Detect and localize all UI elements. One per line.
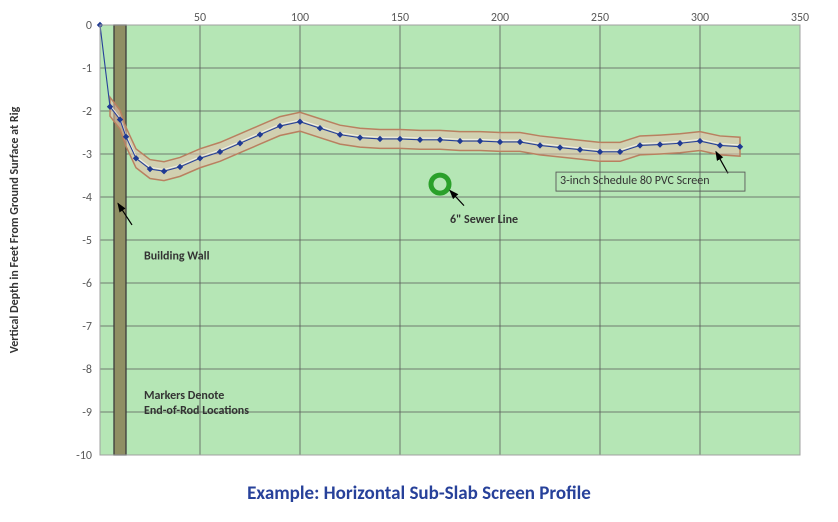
- x-tick-label: 350: [791, 11, 809, 25]
- chart-svg: 50 100 150 200 250 300 350 0 -1 -2 -3 -4 -5 -6 -7 -8 -9 -…: [30, 10, 810, 470]
- chart-caption: Example: Horizontal Sub-Slab Screen Prof…: [0, 482, 838, 505]
- y-tick-label: -5: [82, 234, 92, 248]
- building-wall-rect: [114, 25, 126, 455]
- y-tick-label: -8: [82, 363, 92, 377]
- y-tick-label: -10: [76, 449, 92, 463]
- annotation-building-wall: Building Wall: [144, 249, 210, 263]
- y-tick-label: -1: [82, 62, 92, 76]
- chart-caption-text: Example: Horizontal Sub-Slab Screen Prof…: [247, 482, 591, 505]
- y-axis-title-text: Vertical Depth in Feet From Ground Surfa…: [8, 10, 22, 450]
- svg-text:6" Sewer Line: 6" Sewer Line: [450, 213, 518, 227]
- y-tick-label: -9: [82, 406, 92, 420]
- x-tick-label: 250: [591, 11, 609, 25]
- y-tick-label: -2: [82, 105, 92, 119]
- x-tick-label: 100: [291, 11, 309, 25]
- y-tick-label: 0: [86, 19, 92, 33]
- chart-container: 50 100 150 200 250 300 350 0 -1 -2 -3 -4 -5 -6 -7 -8 -9 -…: [30, 10, 810, 470]
- annotation-sewer-line: 6" Sewer Line: [450, 213, 518, 227]
- svg-text:3-inch Schedule 80 PVC Screen: 3-inch Schedule 80 PVC Screen: [560, 174, 710, 188]
- y-axis-title: Vertical Depth in Feet From Ground Surfa…: [8, 10, 26, 460]
- y-tick-label: -7: [82, 320, 92, 334]
- y-tick-label: -3: [82, 148, 92, 162]
- svg-text:Building Wall: Building Wall: [144, 249, 210, 263]
- x-tick-label: 50: [194, 11, 206, 25]
- x-tick-label: 200: [491, 11, 509, 25]
- svg-text:Markers Denote: Markers Denote: [144, 389, 224, 403]
- x-tick-label: 150: [391, 11, 409, 25]
- svg-text:End-of-Rod Locations: End-of-Rod Locations: [144, 404, 249, 418]
- x-tick-label: 300: [691, 11, 709, 25]
- y-tick-label: -4: [82, 191, 92, 205]
- y-tick-label: -6: [82, 277, 92, 291]
